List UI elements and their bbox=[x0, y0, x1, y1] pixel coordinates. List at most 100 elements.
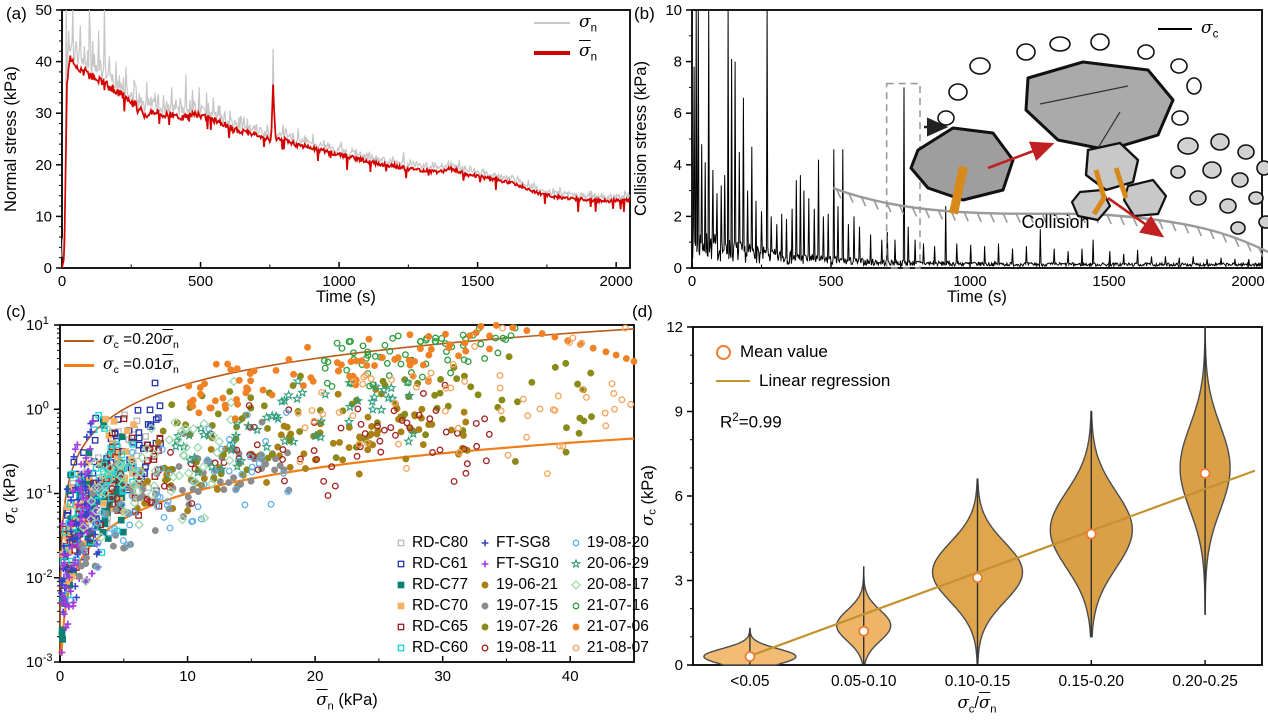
scatter-points bbox=[58, 321, 638, 656]
series-legend-label: 19-08-11 bbox=[495, 638, 557, 656]
series-legend-label: 21-07-16 bbox=[586, 596, 649, 614]
series-legend-item-21-08-07: 21-08-07 bbox=[569, 637, 649, 658]
envelope-001-label: σc =0.01σn bbox=[103, 355, 179, 377]
svg-text:6: 6 bbox=[674, 105, 682, 122]
panel-d-x-axis-title: σc/σn bbox=[957, 693, 997, 716]
series-legend-item-RD-C80: RD-C80 bbox=[394, 532, 468, 553]
mean-value-markers bbox=[744, 468, 1211, 662]
circle-marker-icon bbox=[481, 644, 489, 651]
square-marker-icon bbox=[397, 560, 405, 567]
svg-text:10: 10 bbox=[665, 2, 682, 19]
panel-a-normal-stress: 0 10 20 30 40 50 0 500 1000 1500 2000 (a) Normal s… bbox=[0, 0, 634, 315]
legend-row-sigma-n: σn bbox=[534, 12, 597, 34]
circle-marker-icon bbox=[572, 623, 580, 630]
star-marker-icon bbox=[570, 557, 582, 568]
violin-chart-canvas: 0 3 6 9 12 <0.05 0.05-0.10 0.10-0.15 0.15-0.20 0.… bbox=[666, 319, 1263, 690]
svg-text:1000: 1000 bbox=[953, 273, 986, 290]
series-legend-label: 21-07-06 bbox=[586, 617, 649, 635]
svg-text:500: 500 bbox=[819, 273, 844, 290]
series-21-07-06 bbox=[185, 321, 638, 423]
svg-text:20: 20 bbox=[307, 668, 324, 685]
collision-inset-illustration bbox=[832, 33, 1268, 257]
svg-text:1000: 1000 bbox=[322, 273, 355, 290]
mean-value-label: Mean value bbox=[740, 342, 828, 361]
svg-text:30: 30 bbox=[434, 668, 451, 685]
circle-marker-icon bbox=[481, 602, 489, 609]
series-legend-item-19-08-20: 19-08-20 bbox=[569, 532, 649, 553]
panel-a-letter: (a) bbox=[6, 4, 27, 23]
panel-b-series bbox=[691, 9, 1263, 268]
collision-stress-chart-canvas: 0 2 4 6 8 10 0 500 1000 1500 2000 bbox=[665, 2, 1268, 290]
svg-text:500: 500 bbox=[188, 273, 213, 290]
series-20-06-29 bbox=[170, 375, 419, 477]
series-legend-label: 21-08-07 bbox=[586, 638, 649, 656]
envelope-020-line-swatch bbox=[64, 339, 94, 342]
envelope-020-row: σc =0.20σn bbox=[64, 330, 179, 351]
svg-text:20: 20 bbox=[35, 157, 52, 174]
svg-text:10-3: 10-3 bbox=[26, 652, 52, 671]
series-legend-item-19-06-21: 19-06-21 bbox=[478, 574, 559, 595]
svg-text:40: 40 bbox=[35, 54, 52, 71]
series-legend-label: RD-C77 bbox=[412, 575, 468, 593]
mean-value-row: Mean value bbox=[716, 342, 890, 362]
panel-b-letter: (b) bbox=[634, 4, 655, 23]
svg-text:0: 0 bbox=[674, 260, 682, 277]
svg-text:0.05-0.10: 0.05-0.10 bbox=[831, 673, 897, 690]
series-FT-SG10 bbox=[58, 418, 102, 656]
svg-text:12: 12 bbox=[666, 319, 683, 336]
series-legend-item-RD-C65: RD-C65 bbox=[394, 616, 468, 637]
svg-text:9: 9 bbox=[675, 404, 683, 421]
svg-text:1500: 1500 bbox=[461, 273, 494, 290]
legend-row-sigma-n-mean: σn bbox=[534, 41, 597, 64]
series-19-08-20 bbox=[81, 409, 292, 571]
sigma-n-line-swatch bbox=[534, 22, 570, 25]
envelope-001-line-swatch bbox=[64, 364, 94, 368]
svg-text:101: 101 bbox=[26, 315, 49, 334]
series-legend-label: RD-C70 bbox=[412, 596, 468, 614]
svg-text:0.10-0.15: 0.10-0.15 bbox=[945, 673, 1011, 690]
svg-text:10-2: 10-2 bbox=[26, 568, 52, 587]
series-legend-label: 20-08-17 bbox=[586, 575, 649, 593]
svg-text:<0.05: <0.05 bbox=[730, 673, 769, 690]
panel-b-collision-stress: 0 2 4 6 8 10 0 500 1000 1500 2000 (b) Collision st… bbox=[628, 0, 1268, 315]
series-legend-item-FT-SG10: FT-SG10 bbox=[478, 553, 559, 574]
series-legend-label: 19-08-20 bbox=[586, 533, 649, 551]
sigma-c-label: σc bbox=[1201, 18, 1219, 41]
panel-c-x-axis-title: σn (kPa) bbox=[316, 690, 378, 713]
r-squared-text: R2=0.99 bbox=[720, 412, 782, 432]
series-legend-label: RD-C60 bbox=[412, 638, 468, 656]
panel-a-series bbox=[61, 9, 631, 269]
series-legend-label: 19-07-15 bbox=[495, 596, 559, 614]
square-marker-icon bbox=[397, 623, 405, 630]
svg-text:30: 30 bbox=[35, 105, 52, 122]
svg-text:0.15-0.20: 0.15-0.20 bbox=[1059, 673, 1125, 690]
series-legend-item-RD-C77: RD-C77 bbox=[394, 574, 468, 595]
panel-a-legend: σn σn bbox=[534, 12, 597, 71]
svg-text:3: 3 bbox=[675, 573, 683, 590]
sigma-n-label: σn bbox=[579, 12, 598, 35]
series-legend-item-20-08-17: 20-08-17 bbox=[569, 574, 649, 595]
square-marker-icon bbox=[397, 602, 405, 609]
series-legend-label: FT-SG8 bbox=[495, 533, 551, 551]
svg-text:100: 100 bbox=[26, 399, 49, 418]
series-legend-label: RD-C65 bbox=[412, 617, 468, 635]
sigma-n-mean-line-swatch bbox=[534, 50, 570, 55]
envelope-legend: σc =0.20σn σc =0.01σn bbox=[64, 330, 179, 380]
series-legend-label: RD-C61 bbox=[412, 554, 468, 572]
svg-text:6: 6 bbox=[675, 488, 683, 505]
svg-text:10-1: 10-1 bbox=[26, 484, 52, 503]
series-legend-item-FT-SG8: FT-SG8 bbox=[478, 532, 559, 553]
series-legend-label: 20-06-29 bbox=[586, 554, 649, 572]
svg-text:10: 10 bbox=[35, 208, 52, 225]
panel-d-violin: 0 3 6 9 12 <0.05 0.05-0.10 0.10-0.15 0.15-0.20 0.… bbox=[628, 300, 1268, 725]
svg-text:40: 40 bbox=[562, 668, 579, 685]
series-legend-item-19-07-15: 19-07-15 bbox=[478, 595, 559, 616]
series-legend-item-21-07-06: 21-07-06 bbox=[569, 616, 649, 637]
circle-marker-icon bbox=[572, 602, 580, 609]
panel-c-letter: (c) bbox=[6, 302, 26, 321]
square-marker-icon bbox=[397, 539, 405, 546]
envelope-020-label: σc =0.20σn bbox=[103, 330, 179, 352]
